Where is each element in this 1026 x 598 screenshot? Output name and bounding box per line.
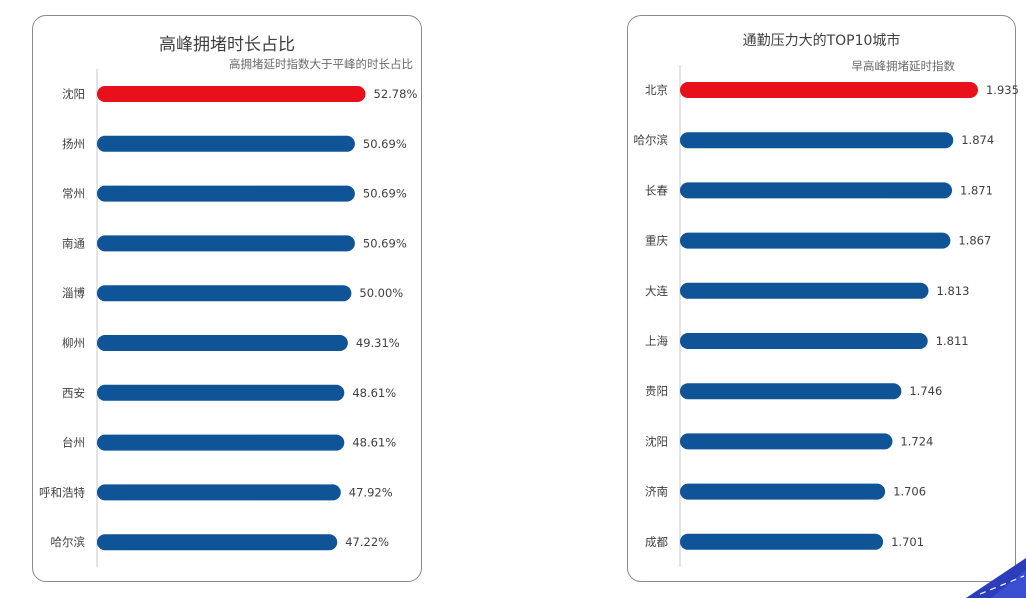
category-tick-label: 哈尔滨 [634, 133, 669, 147]
bar [680, 333, 928, 349]
bar [680, 282, 929, 299]
category-tick-label: 沈阳 [645, 434, 668, 448]
bar [680, 433, 893, 450]
data-label: 48.61% [352, 386, 396, 400]
category-tick-label: 哈尔滨 [51, 535, 86, 549]
bar [680, 383, 902, 400]
data-label: 1.935 [986, 83, 1019, 97]
category-tick-label: 济南 [645, 485, 668, 499]
category-tick-label: 呼和浩特 [39, 485, 85, 499]
data-label: 52.78% [374, 87, 418, 101]
bar [97, 235, 355, 252]
data-label: 50.69% [363, 137, 407, 151]
category-tick-label: 柳州 [62, 336, 85, 350]
data-label: 48.61% [352, 436, 396, 450]
bar [97, 484, 341, 501]
bar [680, 182, 953, 199]
category-tick-label: 台州 [62, 436, 85, 450]
bar [680, 483, 886, 500]
bar [680, 232, 951, 249]
bar [97, 135, 355, 152]
bar [97, 335, 348, 351]
category-tick-label: 重庆 [645, 234, 668, 248]
category-tick-label: 贵阳 [645, 384, 668, 398]
data-label: 1.813 [937, 284, 970, 298]
chart-title: 通勤压力大的TOP10城市 [742, 33, 901, 49]
bar [680, 533, 884, 550]
data-label: 47.22% [345, 535, 389, 549]
category-tick-label: 淄博 [62, 286, 85, 300]
data-label: 1.701 [891, 535, 924, 549]
bar [680, 82, 978, 98]
bar [97, 86, 366, 102]
category-tick-label: 大连 [645, 284, 668, 298]
data-label: 1.706 [893, 485, 926, 499]
bar [97, 384, 345, 401]
bar [680, 132, 954, 149]
category-tick-label: 北京 [645, 83, 668, 97]
corner-decoration [966, 558, 1026, 598]
data-label: 50.69% [363, 236, 407, 250]
category-tick-label: 上海 [645, 334, 668, 348]
data-label: 50.69% [363, 187, 407, 201]
bar [97, 185, 355, 202]
chart-subtitle: 早高峰拥堵延时指数 [851, 59, 956, 73]
data-label: 50.00% [359, 286, 403, 300]
chart-title: 高峰拥堵时长占比 [159, 35, 295, 55]
bar [97, 434, 345, 451]
category-tick-label: 南通 [62, 236, 85, 250]
chart-subtitle: 高拥堵延时指数大于平峰的时长占比 [229, 57, 413, 71]
category-tick-label: 西安 [62, 386, 85, 400]
data-label: 1.746 [909, 384, 942, 398]
category-tick-label: 成都 [645, 535, 668, 549]
category-tick-label: 扬州 [62, 137, 85, 151]
data-label: 47.92% [349, 485, 393, 499]
bar [97, 534, 338, 551]
data-label: 1.874 [961, 133, 994, 147]
category-tick-label: 长春 [645, 183, 668, 197]
category-tick-label: 沈阳 [62, 87, 85, 101]
data-label: 1.724 [900, 434, 933, 448]
data-label: 1.811 [936, 334, 969, 348]
category-tick-label: 常州 [62, 187, 85, 201]
bar [97, 285, 352, 302]
data-label: 49.31% [356, 336, 400, 350]
data-label: 1.871 [960, 183, 993, 197]
data-label: 1.867 [958, 234, 991, 248]
